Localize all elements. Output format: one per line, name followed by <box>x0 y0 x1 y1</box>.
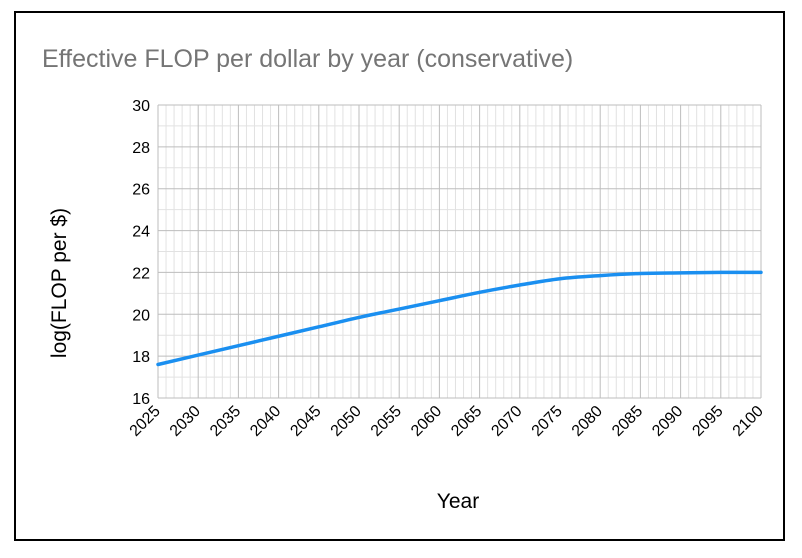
series-group <box>156 270 763 367</box>
x-tick-label: 2095 <box>689 403 726 440</box>
x-tick-label: 2070 <box>488 403 525 440</box>
minor-gridlines <box>158 105 761 398</box>
x-tick-label: 2025 <box>127 403 164 440</box>
chart-frame: Effective FLOP per dollar by year (conse… <box>14 11 785 541</box>
x-tick-label: 2040 <box>247 403 284 440</box>
x-tick-label: 2075 <box>529 403 566 440</box>
y-tick-label: 22 <box>132 265 150 282</box>
y-tick-label: 26 <box>132 182 150 199</box>
x-tick-label: 2050 <box>328 403 365 440</box>
y-tick-label: 18 <box>132 349 150 366</box>
chart-title: Effective FLOP per dollar by year (conse… <box>42 45 573 73</box>
y-tick-label: 30 <box>132 98 150 115</box>
x-tick-label: 2055 <box>368 403 405 440</box>
x-axis-ticks: 2025 2030 2035 2040 2045 2050 2055 2060 2065 2070… <box>127 403 767 440</box>
x-tick-label: 2065 <box>448 403 485 440</box>
major-gridlines <box>157 104 762 399</box>
x-tick-label: 2085 <box>609 403 646 440</box>
y-tick-label: 28 <box>132 140 150 157</box>
y-tick-label: 16 <box>132 391 150 408</box>
x-tick-label: 2090 <box>649 403 686 440</box>
y-axis-label: log(FLOP per $) <box>48 208 71 358</box>
x-tick-label: 2035 <box>207 403 244 440</box>
y-axis-ticks: 16 18 20 22 24 26 28 30 <box>132 98 150 408</box>
series-line <box>156 270 763 367</box>
x-tick-label: 2080 <box>569 403 606 440</box>
x-tick-label: 2060 <box>408 403 445 440</box>
x-tick-label: 2030 <box>167 403 204 440</box>
y-tick-label: 24 <box>132 224 150 241</box>
line-chart: Effective FLOP per dollar by year (conse… <box>42 45 767 513</box>
x-tick-label: 2045 <box>287 403 324 440</box>
y-tick-label: 20 <box>132 307 150 324</box>
x-tick-label: 2100 <box>730 403 767 440</box>
x-axis-label: Year <box>437 490 479 513</box>
